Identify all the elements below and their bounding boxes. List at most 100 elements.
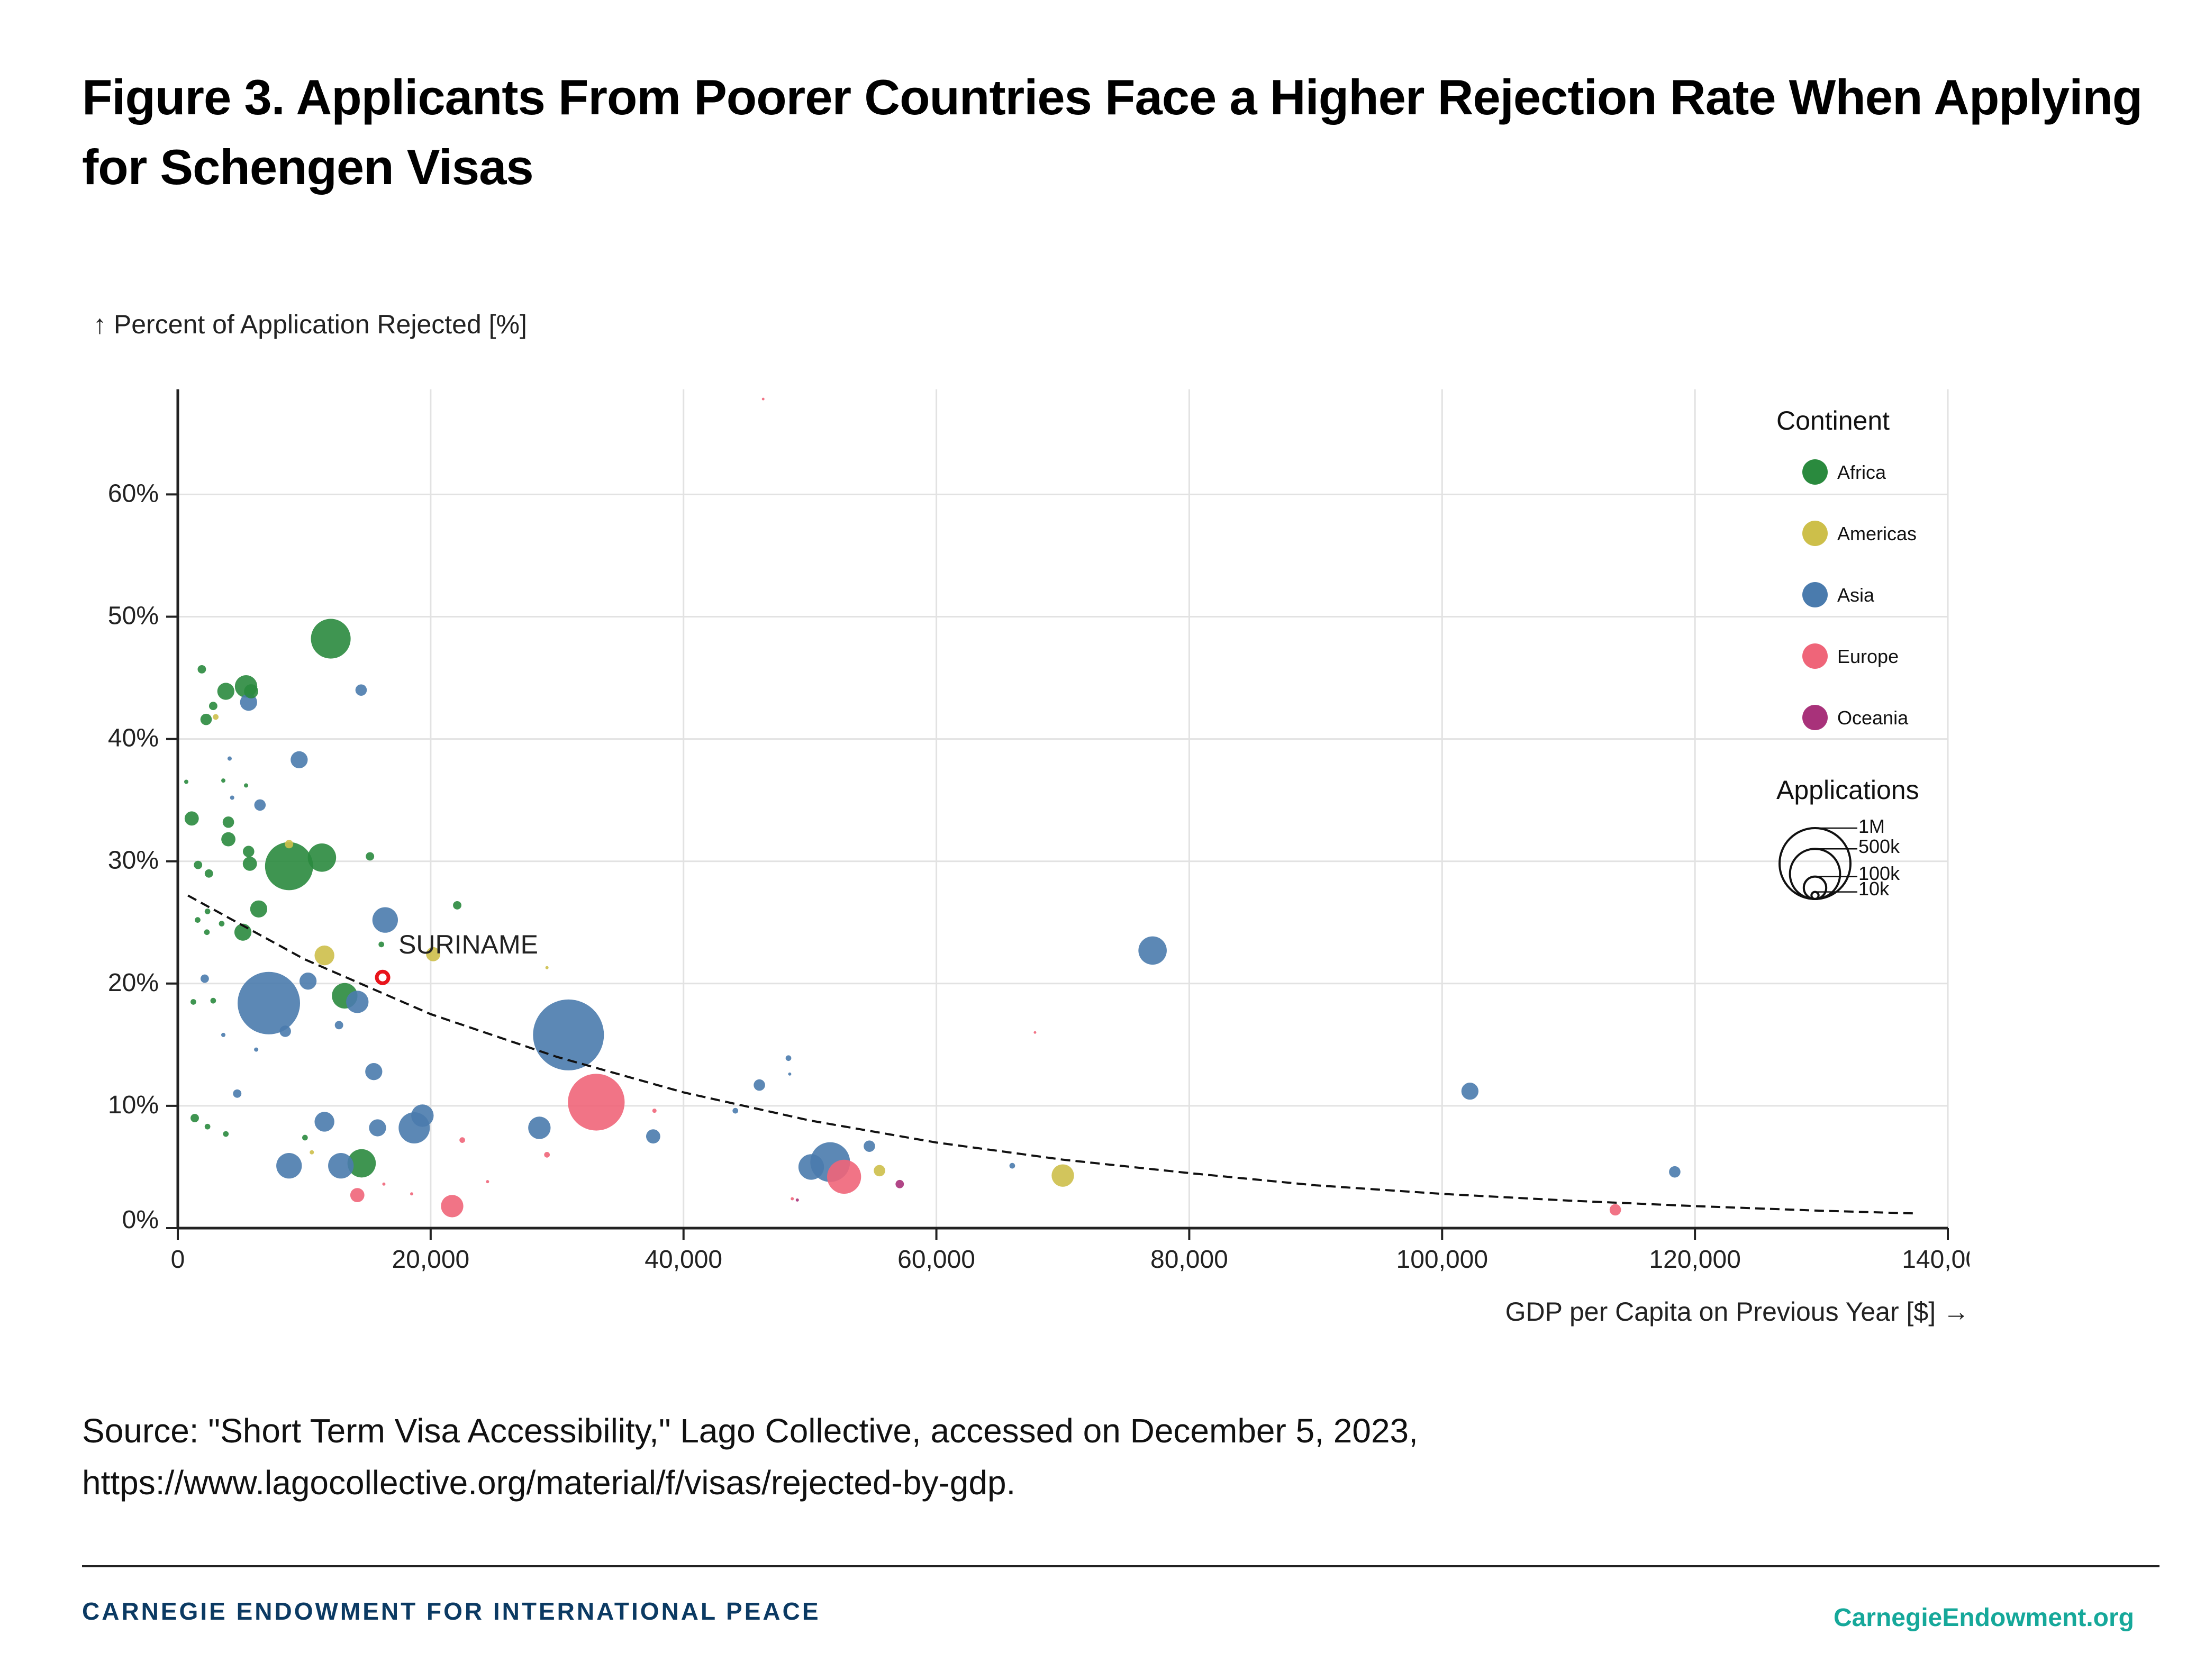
legend-swatch-oceania [1802, 705, 1828, 730]
bubble-asia [646, 1129, 660, 1144]
bubble-africa [366, 852, 375, 861]
bubble-asia [328, 1152, 354, 1179]
bubble-europe [827, 1159, 861, 1194]
size-legend-circle [1810, 891, 1820, 901]
axes: 0 20,000 40,000 60,000 80,000 100,000 120,000 1… [108, 389, 1970, 1274]
bubble-africa [221, 778, 226, 783]
bubble-africa [217, 683, 234, 700]
footer-divider [82, 1565, 2159, 1567]
bubble-africa [453, 901, 461, 910]
bubble-asia [233, 1089, 242, 1098]
x-tick-label: 0 [171, 1246, 185, 1274]
bubble-europe [1609, 1204, 1621, 1216]
legend-swatch-europe [1802, 643, 1828, 669]
bubble-asia [314, 1112, 334, 1132]
bubble-africa [242, 856, 257, 871]
bubble-africa [223, 1131, 229, 1137]
size-legend-label: 1M [1858, 815, 1885, 837]
bubble-europe [544, 1151, 550, 1158]
bubble-asia [864, 1140, 875, 1152]
bubble-asia [230, 795, 234, 800]
bubble-asia [254, 1047, 259, 1052]
legend-label-asia: Asia [1837, 584, 1875, 606]
y-tick-label: 0% [122, 1206, 159, 1234]
bubble-africa [190, 1114, 199, 1122]
bubble-africa [219, 921, 225, 927]
bubble-africa [197, 665, 206, 674]
bubble-africa [184, 779, 189, 784]
bubble-asia [785, 1055, 792, 1061]
legend-label-africa: Africa [1837, 461, 1886, 483]
bubble-europe [350, 1188, 365, 1203]
bubble-europe [410, 1192, 414, 1196]
bubble-asia [732, 1107, 739, 1114]
bubble-asia [411, 1104, 434, 1127]
bubble-americas [1051, 1164, 1074, 1187]
bubble-africa [242, 846, 255, 858]
x-tick-label: 60,000 [897, 1246, 975, 1274]
bubble-asia [254, 799, 266, 811]
bubble-asia [276, 1152, 302, 1179]
bubble-africa [311, 619, 351, 659]
bubble-africa [208, 702, 217, 711]
bubble-asia [754, 1079, 765, 1091]
bubble-asia [346, 991, 369, 1013]
bubble-africa [250, 900, 268, 918]
bubble-africa [204, 869, 213, 878]
size-legend-circle [1778, 827, 1852, 900]
y-axis-label: ↑ Percent of Application Rejected [%] [93, 310, 527, 339]
bubble-africa [184, 811, 199, 826]
bubble-africa [190, 999, 196, 1005]
bubble-asia [221, 1032, 226, 1037]
y-tick-label: 30% [108, 847, 159, 875]
bubble-africa [210, 997, 216, 1004]
bubble-asia [369, 1119, 386, 1137]
legend-swatch-americas [1802, 521, 1828, 546]
bubble-asia [788, 1072, 792, 1076]
bubble-asia [227, 756, 232, 761]
bubble-asia [355, 684, 367, 696]
bubble-asia [279, 1025, 291, 1037]
bubble-asia [238, 971, 301, 1034]
brand-logo-text: CARNEGIE ENDOWMENT FOR INTERNATIONAL PEA… [82, 1597, 821, 1625]
x-tick-label: 80,000 [1150, 1246, 1228, 1274]
suriname-label: SURINAME [398, 930, 538, 959]
bubble-africa [195, 917, 201, 923]
gridlines [178, 389, 1949, 1228]
legend: Continent Africa Americas Asia Europe Oceani… [1776, 406, 1919, 901]
bubble-asia [1461, 1083, 1478, 1100]
bubble-africa [302, 1134, 308, 1141]
bubble-africa [204, 929, 210, 936]
x-tick-label: 20,000 [392, 1246, 469, 1274]
legend-label-oceania: Oceania [1837, 707, 1909, 729]
bubble-americas [213, 714, 219, 720]
suriname-marker [375, 969, 391, 985]
bubble-asia [1669, 1166, 1681, 1178]
legend-label-americas: Americas [1837, 523, 1917, 544]
bubble-oceania [795, 1198, 799, 1202]
site-link[interactable]: CarnegieEndowment.org [1833, 1604, 2134, 1632]
y-tick-label: 50% [108, 602, 159, 630]
legend-label-europe: Europe [1837, 646, 1899, 667]
bubble-africa [307, 843, 337, 872]
legend-swatch-africa [1802, 459, 1828, 485]
x-tick-label: 40,000 [645, 1246, 722, 1274]
bubble-europe [486, 1180, 489, 1184]
bubble-europe [761, 397, 765, 401]
legend-title-applications: Applications [1776, 775, 1919, 805]
bubble-americas [285, 840, 294, 849]
bubble-asia [798, 1154, 824, 1180]
bubble-americas [310, 1150, 314, 1155]
bubble-oceania [895, 1179, 904, 1188]
page-title: Figure 3. Applicants From Poorer Countri… [82, 69, 2143, 195]
bubble-americas [426, 947, 441, 961]
bubble-africa [194, 860, 203, 869]
bubble-asia [291, 751, 308, 769]
bubbles [184, 397, 1681, 1218]
source-note: Source: "Short Term Visa Accessibility,"… [82, 1412, 1418, 1502]
bubble-americas [545, 966, 549, 969]
size-legend-label: 10k [1858, 878, 1890, 900]
bubble-asia [334, 1021, 343, 1030]
x-tick-label: 100,000 [1396, 1246, 1489, 1274]
bubble-europe [382, 1182, 386, 1186]
